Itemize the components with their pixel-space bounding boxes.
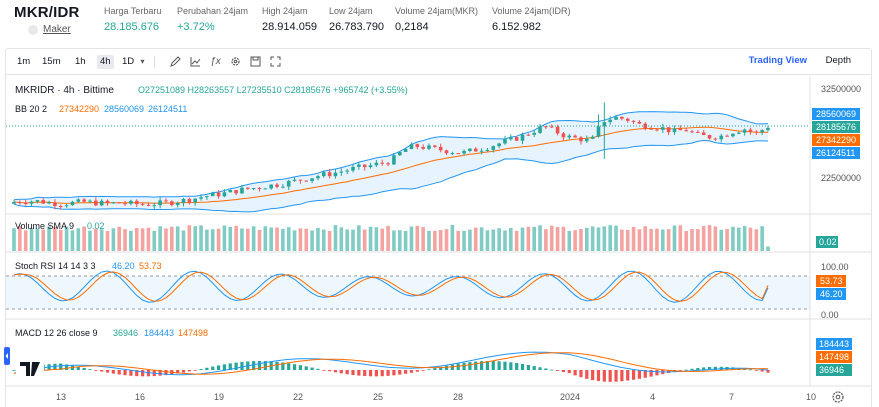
chart-toolbar: 1m 15m 1h 4h 1D ▾ ƒx Trading View Depth <box>6 49 871 75</box>
interval-1d[interactable]: 1D <box>122 56 135 67</box>
chart-widget: 1m 15m 1h 4h 1D ▾ ƒx Trading View Depth <box>5 48 872 407</box>
stat-volume-mkr: Volume 24jam(MKR) 0,2184 <box>395 6 478 33</box>
stat-label: Volume 24jam(MKR) <box>395 6 479 16</box>
stat-value: 28.914.059 <box>262 21 318 33</box>
depth-tab[interactable]: Depth <box>825 55 851 66</box>
stat-value: 28.185.676 <box>104 21 160 33</box>
stat-last-price: Harga Terbaru 28.185.676 <box>104 6 161 33</box>
pair-symbol: MKR/IDR <box>14 4 80 21</box>
trading-view-tab[interactable]: Trading View <box>748 55 807 66</box>
market-header: MKR/IDR Maker Harga Terbaru 28.185.676 P… <box>0 0 879 45</box>
stat-value: 6.152.982 <box>492 21 541 33</box>
indicators-fx-icon[interactable]: ƒx <box>210 56 221 67</box>
price-axis-overflow <box>874 60 879 400</box>
fullscreen-icon[interactable] <box>270 56 281 67</box>
stat-label: Perubahan 24jam <box>177 6 249 16</box>
save-icon[interactable] <box>250 56 261 67</box>
chevron-down-icon[interactable]: ▾ <box>140 57 145 66</box>
stat-label: Volume 24jam(IDR) <box>492 6 571 16</box>
stat-volume-idr: Volume 24jam(IDR) 6.152.982 <box>492 6 571 33</box>
interval-4h[interactable]: 4h <box>97 55 114 69</box>
stat-change-24h: Perubahan 24jam +3.72% <box>177 6 248 33</box>
stat-value: 26.783.790 <box>329 21 385 33</box>
interval-15m[interactable]: 15m <box>42 56 61 67</box>
settings-icon[interactable] <box>230 56 241 67</box>
pair-info: MKR/IDR Maker <box>14 4 80 35</box>
maker-coin-icon <box>28 25 38 35</box>
stat-label: Harga Terbaru <box>104 6 162 16</box>
stat-value: 0,2184 <box>395 21 429 33</box>
interval-1m[interactable]: 1m <box>17 56 31 67</box>
stat-high-24h: High 24jam 28.914.059 <box>262 6 317 33</box>
stat-low-24h: Low 24jam 26.783.790 <box>329 6 384 33</box>
stat-value: +3.72% <box>177 21 215 33</box>
stat-label: High 24jam <box>262 6 308 16</box>
pair-name-link[interactable]: Maker <box>43 24 71 35</box>
interval-1h[interactable]: 1h <box>75 56 86 67</box>
stat-label: Low 24jam <box>329 6 373 16</box>
trend-chart-icon[interactable] <box>190 56 201 67</box>
toolbar-divider <box>154 56 155 68</box>
pencil-icon[interactable] <box>170 56 181 67</box>
toolbar-divider-line <box>6 74 871 75</box>
